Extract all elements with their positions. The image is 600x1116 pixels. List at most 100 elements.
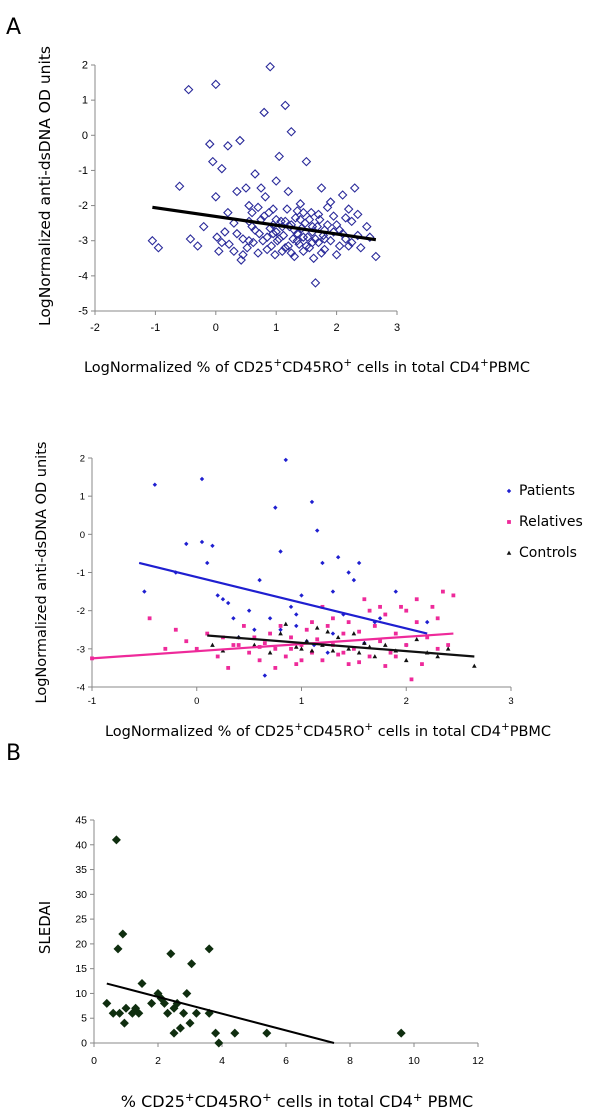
data-point-patients — [311, 642, 317, 648]
data-point-controls — [383, 642, 388, 647]
x-tick-label: 2 — [334, 322, 340, 334]
y-tick-label: 1 — [82, 95, 88, 107]
data-point-patients — [377, 616, 383, 621]
data-point-relatives — [184, 639, 189, 644]
data-point — [322, 202, 333, 213]
data-point-relatives — [441, 589, 445, 594]
data-point-relatives — [367, 654, 372, 659]
data-point — [248, 237, 259, 248]
data-point — [192, 241, 203, 251]
panel-letter-a: A — [6, 15, 21, 40]
data-point — [217, 163, 227, 174]
data-point — [328, 227, 339, 237]
data-point — [264, 207, 274, 218]
data-point-patients — [246, 608, 252, 613]
trendline-relatives — [91, 632, 454, 660]
data-point-relatives — [446, 643, 451, 647]
data-point — [295, 214, 306, 225]
data-point — [229, 218, 239, 228]
legend-label-patients: Patients — [519, 483, 575, 499]
data-point — [211, 192, 221, 202]
data-point-relatives — [315, 637, 320, 642]
data-point — [259, 211, 269, 221]
data-point — [290, 213, 301, 223]
data-point — [115, 1008, 125, 1018]
x-tick-label: 0 — [91, 1055, 97, 1067]
data-point — [236, 255, 246, 265]
data-point-patients — [351, 577, 357, 583]
data-point — [159, 998, 169, 1008]
data-point — [238, 249, 248, 260]
data-point — [304, 214, 315, 225]
data-point — [244, 235, 254, 246]
data-point-relatives — [388, 650, 393, 655]
data-point — [153, 242, 164, 253]
data-point-relatives — [278, 624, 283, 628]
data-point-patients — [220, 597, 226, 602]
data-point — [118, 929, 128, 939]
data-point — [316, 248, 327, 258]
data-point — [331, 249, 342, 260]
data-point — [119, 1018, 129, 1028]
data-point-relatives — [205, 631, 210, 636]
data-point — [265, 61, 275, 72]
data-point-relatives — [304, 627, 309, 632]
data-point-patients — [356, 560, 362, 566]
data-point — [235, 135, 245, 146]
data-point-relatives — [362, 597, 367, 602]
data-point-patients — [425, 619, 430, 625]
data-point — [365, 232, 375, 242]
trendline — [152, 205, 377, 242]
data-point-relatives — [383, 612, 388, 617]
panel-letter-b: B — [6, 741, 21, 766]
data-point — [396, 1028, 406, 1038]
data-point-relatives — [425, 635, 430, 640]
data-point — [343, 241, 354, 251]
data-point — [262, 1028, 272, 1038]
data-point-relatives — [241, 624, 246, 628]
data-point — [319, 234, 330, 244]
x-axis-title: % CD25+CD45RO+ cells in total CD4+ PBMC — [121, 1090, 473, 1111]
data-point-controls — [346, 646, 351, 651]
data-point-relatives — [262, 641, 267, 646]
data-point — [295, 199, 306, 209]
y-tick-label: 0 — [82, 130, 88, 142]
data-point-relatives — [367, 608, 372, 613]
data-point-relatives — [236, 643, 241, 647]
data-point — [254, 228, 265, 239]
data-point — [355, 242, 366, 253]
data-point — [292, 235, 303, 246]
data-point-patients — [215, 593, 220, 598]
data-point — [318, 230, 329, 241]
data-point-controls — [330, 648, 336, 653]
data-point-relatives — [325, 624, 330, 628]
x-tick-label: 0 — [194, 696, 199, 707]
data-point-patients — [335, 555, 341, 560]
x-tick-label: 2 — [404, 696, 409, 707]
data-point-patients — [199, 476, 205, 482]
data-point — [174, 181, 185, 192]
data-point — [298, 207, 309, 218]
data-point — [121, 1003, 131, 1013]
data-point-relatives — [289, 646, 293, 651]
data-point-patients — [231, 616, 236, 621]
x-axis-title: LogNormalized % of CD25+CD45RO+ cells in… — [105, 721, 551, 740]
trendline-controls — [207, 634, 475, 658]
data-point — [314, 214, 325, 225]
data-point-relatives — [273, 646, 278, 651]
data-point-controls — [356, 650, 362, 655]
data-point-controls — [309, 648, 315, 653]
data-point — [211, 79, 221, 90]
data-point — [211, 1028, 221, 1038]
y-tick-label: 30 — [75, 889, 87, 901]
y-tick-label: 2 — [80, 454, 85, 465]
data-point — [286, 248, 297, 258]
y-axis-title: SLEDAI — [36, 901, 54, 954]
data-point-relatives — [147, 616, 152, 621]
data-point-relatives — [257, 658, 262, 663]
data-point — [280, 242, 291, 253]
data-point-patients — [205, 560, 210, 566]
x-tick-label: 2 — [155, 1055, 161, 1067]
data-point-patients — [325, 650, 330, 655]
x-tick-label: 12 — [472, 1055, 484, 1067]
